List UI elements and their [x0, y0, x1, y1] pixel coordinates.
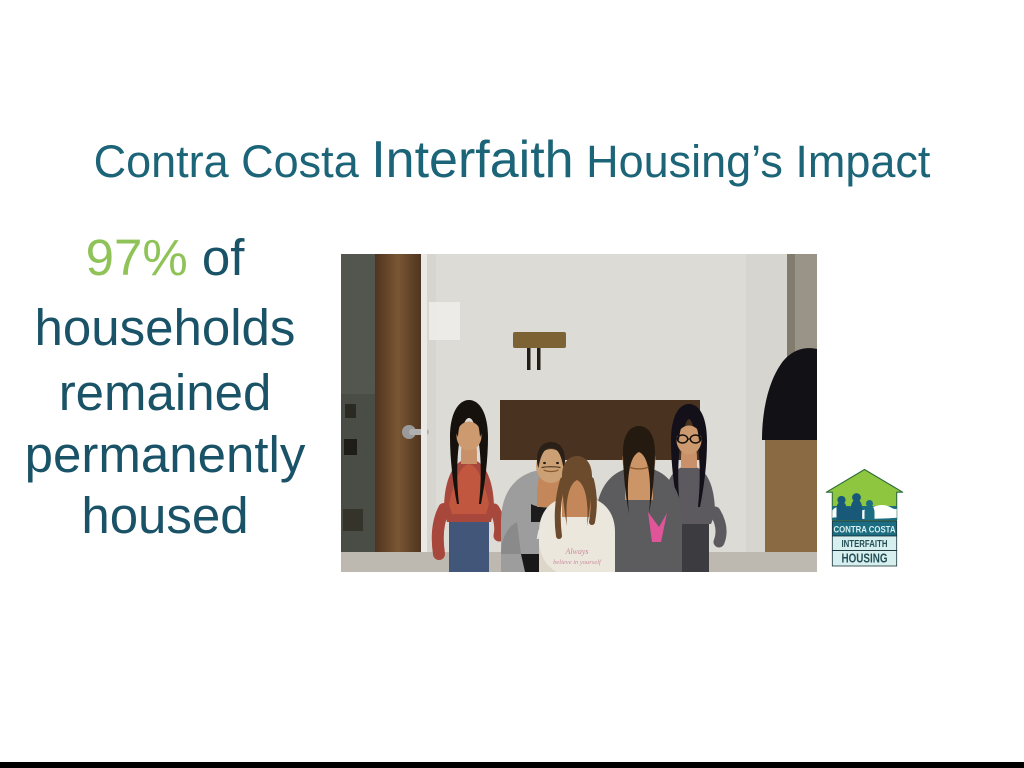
svg-text:INTERFAITH: INTERFAITH	[842, 539, 888, 550]
svg-text:CONTRA COSTA: CONTRA COSTA	[834, 524, 896, 535]
svg-text:Always: Always	[564, 547, 588, 556]
svg-text:believe in yourself: believe in yourself	[553, 559, 602, 566]
svg-text:HOUSING: HOUSING	[842, 551, 888, 565]
